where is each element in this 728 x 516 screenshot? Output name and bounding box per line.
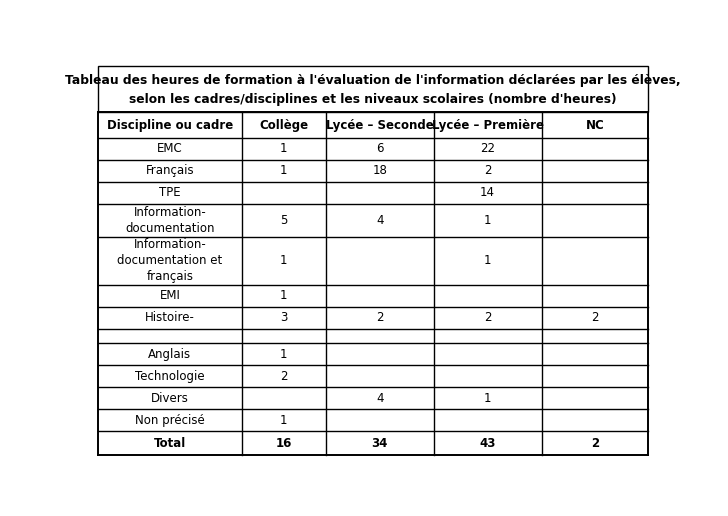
- Text: Information-
documentation et
français: Information- documentation et français: [117, 238, 223, 283]
- Text: 2: 2: [484, 311, 491, 325]
- Text: selon les cadres/disciplines et les niveaux scolaires (nombre d'heures): selon les cadres/disciplines et les nive…: [130, 92, 617, 106]
- Text: 2: 2: [591, 437, 599, 449]
- Text: Information-
documentation: Information- documentation: [125, 205, 215, 235]
- Text: 14: 14: [480, 186, 495, 199]
- Text: 18: 18: [372, 164, 387, 177]
- Text: 2: 2: [591, 311, 598, 325]
- Text: Tableau des heures de formation à l'évaluation de l'information déclarées par le: Tableau des heures de formation à l'éval…: [66, 74, 681, 87]
- Text: EMC: EMC: [157, 142, 183, 155]
- Text: Non précisé: Non précisé: [135, 414, 205, 427]
- Text: Lycée – Seconde: Lycée – Seconde: [326, 119, 434, 132]
- Text: TPE: TPE: [159, 186, 181, 199]
- Text: Histoire-: Histoire-: [145, 311, 195, 325]
- Text: 5: 5: [280, 214, 288, 227]
- Text: 2: 2: [280, 369, 288, 383]
- Text: Collège: Collège: [259, 119, 309, 132]
- Text: 1: 1: [280, 254, 288, 267]
- Text: Lycée – Première: Lycée – Première: [432, 119, 544, 132]
- Text: Technologie: Technologie: [135, 369, 205, 383]
- Text: 1: 1: [484, 214, 491, 227]
- Text: 43: 43: [480, 437, 496, 449]
- Text: Français: Français: [146, 164, 194, 177]
- Text: 6: 6: [376, 142, 384, 155]
- Text: 4: 4: [376, 392, 384, 405]
- Text: 34: 34: [371, 437, 388, 449]
- Text: Divers: Divers: [151, 392, 189, 405]
- Bar: [98, 66, 649, 112]
- Text: 1: 1: [280, 348, 288, 361]
- Text: NC: NC: [585, 119, 604, 132]
- Text: Discipline ou cadre: Discipline ou cadre: [107, 119, 233, 132]
- Text: 3: 3: [280, 311, 288, 325]
- Text: 16: 16: [276, 437, 292, 449]
- Text: 2: 2: [376, 311, 384, 325]
- Text: EMI: EMI: [159, 289, 181, 302]
- Text: 4: 4: [376, 214, 384, 227]
- Text: 1: 1: [484, 392, 491, 405]
- Text: Total: Total: [154, 437, 186, 449]
- Text: 1: 1: [280, 414, 288, 427]
- Text: 22: 22: [480, 142, 495, 155]
- Text: 1: 1: [280, 289, 288, 302]
- Text: 1: 1: [280, 164, 288, 177]
- Text: 2: 2: [484, 164, 491, 177]
- Text: 1: 1: [280, 142, 288, 155]
- Text: 1: 1: [484, 254, 491, 267]
- Text: Anglais: Anglais: [149, 348, 191, 361]
